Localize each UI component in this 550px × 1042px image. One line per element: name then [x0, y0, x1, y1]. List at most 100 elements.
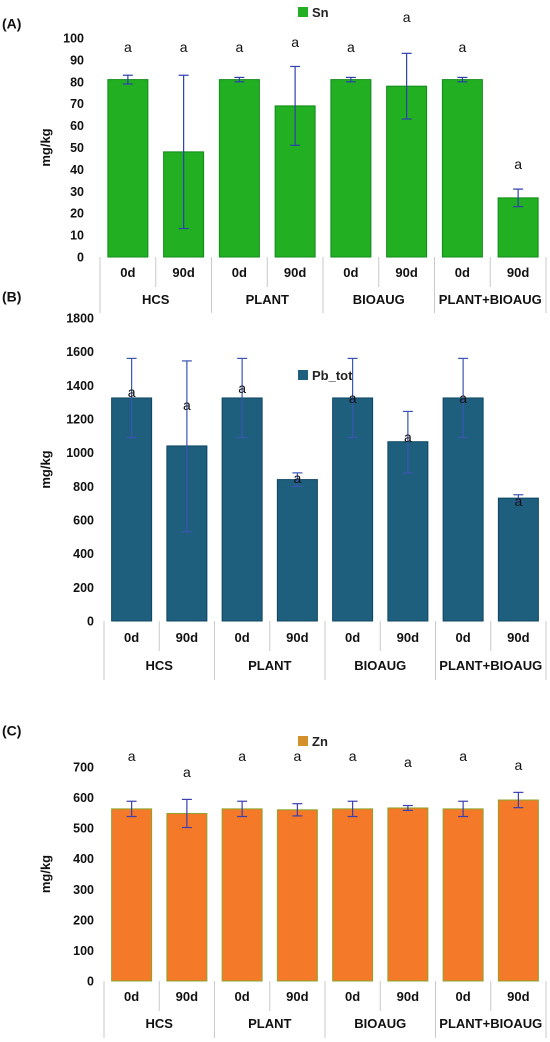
x-group-label: PLANT: [248, 658, 291, 673]
bar: [387, 807, 429, 982]
x-time-label: 0d: [345, 630, 360, 645]
x-time-label: 0d: [345, 989, 360, 1004]
bar: [107, 79, 149, 258]
x-time-label: 90d: [284, 265, 306, 280]
x-time-label: 90d: [507, 265, 529, 280]
y-tick-label: 20: [70, 207, 84, 221]
x-group-label: BIOAUG: [354, 1016, 406, 1031]
bar: [166, 812, 208, 982]
significance-letter: a: [514, 757, 522, 773]
y-tick-label: 800: [73, 480, 94, 494]
significance-letter: a: [238, 380, 246, 396]
y-tick-label: 200: [73, 581, 94, 595]
x-time-label: 90d: [507, 630, 529, 645]
y-tick-label: 0: [77, 251, 84, 265]
y-tick-label: 60: [70, 119, 84, 133]
significance-letter: a: [514, 156, 522, 172]
y-axis-label: mg/kg: [38, 450, 53, 488]
significance-letter: a: [458, 39, 466, 55]
x-time-label: 90d: [507, 989, 529, 1004]
x-time-label: 90d: [176, 989, 198, 1004]
bar: [330, 79, 372, 258]
x-time-label: 0d: [235, 630, 250, 645]
panel-label: (C): [2, 722, 21, 738]
y-tick-label: 1600: [66, 345, 94, 359]
y-tick-label: 400: [73, 852, 94, 866]
legend-label: Sn: [312, 5, 329, 20]
x-group-label: PLANT: [248, 1016, 291, 1031]
bar: [497, 497, 539, 622]
significance-letter: a: [459, 748, 467, 764]
significance-letter: a: [183, 397, 191, 413]
y-tick-label: 70: [70, 97, 84, 111]
y-tick-label: 90: [70, 53, 84, 67]
y-tick-label: 600: [73, 791, 94, 805]
y-axis-label: mg/kg: [38, 855, 53, 893]
bar: [218, 79, 260, 258]
legend-label: Zn: [312, 734, 328, 749]
legend-swatch: [298, 7, 308, 17]
significance-letter: a: [403, 9, 411, 25]
x-group-label: BIOAUG: [353, 292, 405, 307]
significance-letter: a: [183, 764, 191, 780]
bar: [441, 79, 483, 258]
x-time-label: 90d: [395, 265, 417, 280]
y-tick-label: 40: [70, 163, 84, 177]
significance-letter: a: [404, 754, 412, 770]
x-time-label: 0d: [120, 265, 135, 280]
y-tick-label: 50: [70, 141, 84, 155]
y-tick-label: 400: [73, 547, 94, 561]
significance-letter: a: [349, 748, 357, 764]
significance-letter: a: [347, 39, 355, 55]
y-tick-label: 80: [70, 75, 84, 89]
y-tick-label: 1200: [66, 413, 94, 427]
x-time-label: 0d: [456, 630, 471, 645]
x-time-label: 90d: [172, 265, 194, 280]
bar: [276, 809, 318, 982]
significance-letter: a: [404, 429, 412, 445]
x-group-label: PLANT+BIOAUG: [439, 658, 542, 673]
significance-letter: a: [459, 390, 467, 406]
bar: [442, 808, 484, 982]
x-group-label: HCS: [142, 292, 170, 307]
y-tick-label: 300: [73, 883, 94, 897]
x-time-label: 90d: [397, 630, 419, 645]
y-tick-label: 200: [73, 913, 94, 927]
y-tick-label: 0: [87, 975, 94, 989]
x-group-label: HCS: [146, 658, 174, 673]
y-tick-label: 100: [73, 944, 94, 958]
significance-letter: a: [293, 748, 301, 764]
x-time-label: 90d: [286, 630, 308, 645]
bar: [111, 808, 153, 982]
x-time-label: 90d: [397, 989, 419, 1004]
bar: [221, 808, 263, 982]
x-time-label: 0d: [232, 265, 247, 280]
y-tick-label: 700: [73, 761, 94, 775]
x-group-label: HCS: [146, 1016, 174, 1031]
significance-letter: a: [291, 34, 299, 50]
significance-letter: a: [293, 470, 301, 486]
significance-letter: a: [238, 748, 246, 764]
x-time-label: 0d: [455, 265, 470, 280]
panel-label: (A): [2, 15, 21, 31]
y-tick-label: 500: [73, 822, 94, 836]
y-tick-label: 1000: [66, 446, 94, 460]
x-time-label: 90d: [286, 989, 308, 1004]
chart-panel-1: (A) Sn mg/kg 0 10 20 30 40 50 60 70 80 90 100 HCS PLANT…: [2, 5, 547, 313]
y-tick-label: 0: [87, 615, 94, 629]
x-time-label: 0d: [124, 989, 139, 1004]
y-tick-label: 100: [63, 32, 84, 46]
significance-letter: a: [124, 39, 132, 55]
significance-letter: a: [514, 493, 522, 509]
x-group-label: BIOAUG: [354, 658, 406, 673]
legend-swatch: [298, 736, 308, 746]
chart-panel-2: (B) Pb_tot mg/kg 0 200 400 600 800 1000 1200 1400 1…: [2, 288, 547, 680]
x-time-label: 0d: [124, 630, 139, 645]
legend-label: Pb_tot: [312, 368, 353, 383]
bar: [332, 397, 374, 622]
significance-letter: a: [180, 39, 188, 55]
x-group-label: PLANT: [246, 292, 289, 307]
significance-letter: a: [349, 390, 357, 406]
significance-letter: a: [235, 39, 243, 55]
